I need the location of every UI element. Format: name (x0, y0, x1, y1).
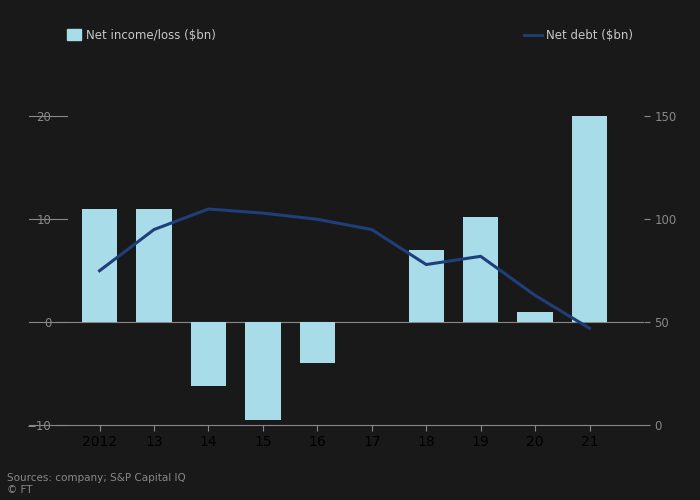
Bar (136, 209, 172, 322)
Bar (463, 217, 498, 322)
Bar (409, 250, 444, 322)
Bar (82, 209, 118, 322)
Bar (245, 322, 281, 420)
Text: Sources: company; S&P Capital IQ
© FT: Sources: company; S&P Capital IQ © FT (7, 474, 186, 495)
Bar (517, 312, 553, 322)
Bar (190, 322, 226, 386)
Bar (300, 322, 335, 364)
Bar (572, 116, 608, 322)
Legend: Net debt ($bn): Net debt ($bn) (519, 24, 638, 46)
